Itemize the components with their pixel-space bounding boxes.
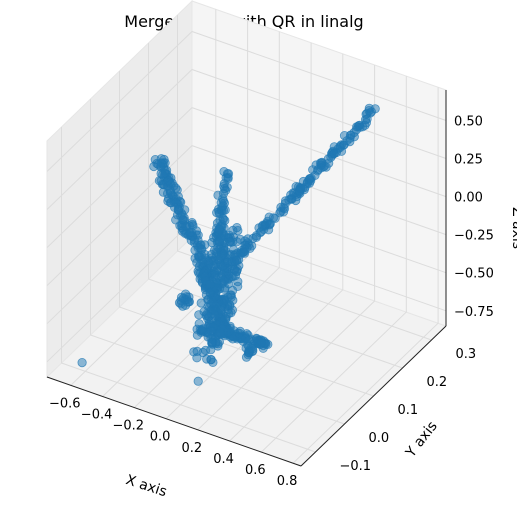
data-point	[194, 310, 204, 320]
data-point	[158, 158, 168, 168]
x-gridline	[165, 42, 312, 420]
data-point	[349, 132, 359, 142]
data-point	[329, 148, 339, 159]
data-point	[218, 201, 228, 211]
data-point	[192, 257, 202, 268]
data-point	[206, 354, 216, 365]
z-gridline	[46, 183, 447, 325]
x-tick-label: 0.4	[213, 452, 234, 467]
x-tick-label: −0.6	[49, 396, 81, 411]
scatter-points	[77, 103, 380, 386]
y-gridline	[148, 43, 403, 369]
data-point	[364, 106, 374, 116]
z-tick-label: 0.00	[454, 191, 483, 206]
data-point	[214, 224, 224, 235]
data-point	[178, 301, 188, 311]
data-point	[268, 213, 278, 223]
z-tick-label: 0.25	[454, 153, 483, 168]
z-gridline	[46, 145, 447, 286]
x-tick-label: −0.4	[81, 408, 113, 423]
data-point	[286, 190, 296, 200]
data-point	[163, 175, 173, 186]
data-point	[217, 261, 227, 271]
axis-panes	[46, 0, 447, 467]
y-gridline	[119, 71, 374, 397]
data-point	[198, 324, 208, 334]
y-gridline	[90, 99, 345, 425]
x-tick-label: 0.8	[277, 474, 298, 489]
y-tick-label: −0.1	[340, 459, 372, 474]
data-point	[205, 279, 215, 289]
data-point	[176, 292, 187, 302]
data-point	[298, 176, 308, 187]
y-gridline	[177, 15, 432, 341]
y-tick-label: 0.2	[427, 375, 448, 390]
data-point	[232, 256, 242, 266]
data-point	[187, 219, 197, 229]
z-tick-label: −0.50	[454, 267, 494, 282]
data-point	[193, 376, 203, 386]
data-point	[220, 215, 230, 226]
x-tick-label: 0.0	[150, 430, 171, 445]
data-point	[247, 344, 258, 354]
z-tick-label: 0.50	[454, 115, 483, 130]
y-axis-label: Y axis	[402, 418, 441, 461]
y-axis-line	[300, 325, 447, 467]
data-point	[173, 204, 183, 215]
data-point	[206, 326, 216, 336]
data-point	[228, 334, 238, 344]
data-point	[189, 235, 200, 245]
data-point	[316, 158, 327, 168]
data-point	[294, 186, 304, 196]
x-gridline	[292, 87, 439, 464]
data-point	[241, 352, 252, 362]
tick-labels: −0.6−0.4−0.2 0.0 0.2 0.4 0.6 0.8 −0.1 0.0 0.1 0.2…	[49, 115, 494, 490]
data-point	[233, 281, 243, 291]
y-tick-label: 0.3	[456, 347, 477, 362]
data-point	[336, 146, 347, 156]
data-point	[256, 337, 266, 347]
data-point	[279, 204, 290, 214]
z-tick-label: −0.75	[454, 305, 494, 320]
y-gridline	[61, 127, 316, 453]
data-point	[192, 353, 202, 363]
data-point	[205, 288, 215, 298]
data-point	[196, 298, 206, 308]
data-point	[214, 237, 224, 247]
axis-lines	[46, 90, 447, 467]
z-gridline	[46, 30, 447, 172]
data-point	[223, 172, 233, 182]
z-axis-label: Z axis	[509, 207, 517, 249]
x-tick-label: −0.2	[113, 419, 145, 434]
x-tick-label: 0.6	[245, 463, 266, 478]
x-tick-label: 0.2	[181, 441, 202, 456]
data-point	[208, 297, 218, 308]
data-point	[77, 357, 87, 368]
data-point	[254, 223, 264, 233]
data-point	[165, 185, 175, 195]
data-point	[233, 226, 243, 236]
data-point	[200, 249, 210, 260]
x-gridline	[260, 76, 407, 453]
data-point	[156, 168, 166, 179]
y-tick-label: 0.0	[369, 431, 390, 446]
data-point	[339, 131, 350, 141]
x-axis-line	[46, 376, 302, 467]
x-axis-label: X axis	[124, 472, 169, 500]
z-gridline	[46, 107, 447, 248]
data-point	[220, 183, 230, 194]
z-tick-label: −0.25	[454, 229, 494, 244]
data-point	[308, 165, 318, 175]
data-point	[210, 310, 220, 320]
data-point	[239, 244, 249, 254]
data-point	[166, 198, 176, 208]
data-point	[216, 305, 226, 315]
x-gridline	[133, 31, 280, 408]
data-point	[212, 208, 222, 218]
x-gridline	[229, 65, 376, 442]
y-tick-label: 0.1	[398, 403, 419, 418]
data-point	[213, 190, 223, 200]
data-point	[215, 328, 225, 338]
